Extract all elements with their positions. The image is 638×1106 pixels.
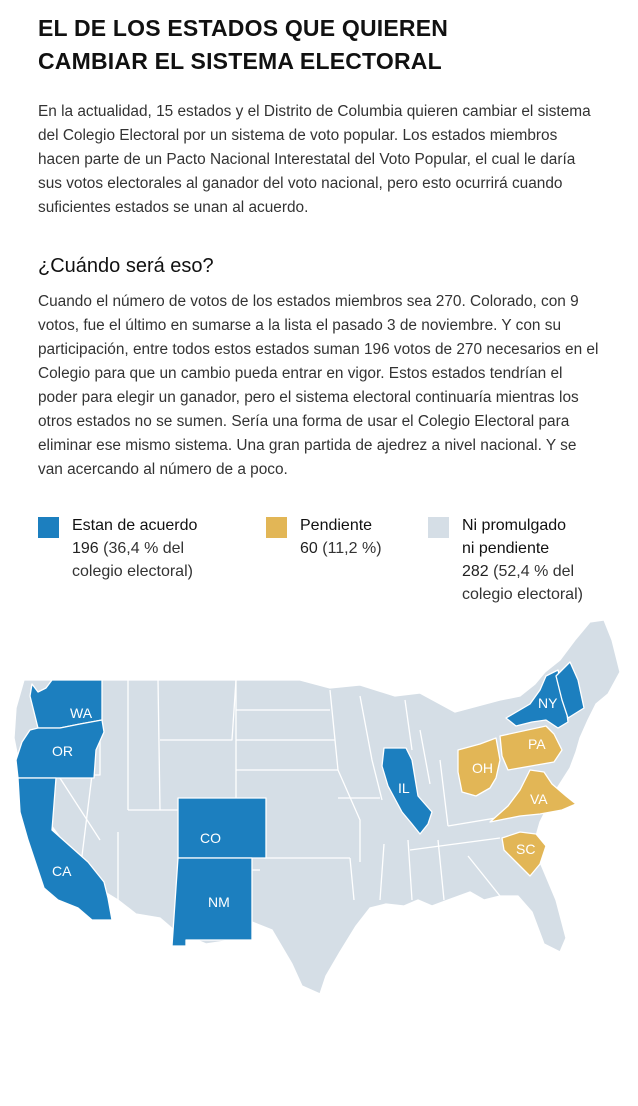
page-title: EL DE LOS ESTADOS QUE QUIEREN CAMBIAR EL… xyxy=(38,12,608,78)
state-sc xyxy=(501,831,547,877)
legend-detail2-agree: colegio electoral) xyxy=(72,563,193,580)
label-co: CO xyxy=(200,830,221,846)
label-ny: NY xyxy=(538,695,558,711)
legend-text-pending: Pendiente 60 (11,2 %) xyxy=(300,514,382,560)
intro-paragraph: En la actualidad, 15 estados y el Distri… xyxy=(38,103,591,216)
label-va: VA xyxy=(530,791,548,807)
title-line-1: EL DE LOS ESTADOS QUE QUIEREN xyxy=(38,15,449,41)
state-pa xyxy=(499,725,563,771)
state-va xyxy=(489,769,577,823)
legend-number-pending: 60 xyxy=(300,540,318,557)
legend-label-none: Ni promulgado xyxy=(462,517,567,534)
title-line-2: CAMBIAR EL SISTEMA ELECTORAL xyxy=(38,48,442,74)
legend-detail-agree: (36,4 % del xyxy=(98,540,185,557)
state-ca xyxy=(17,777,113,921)
legend-detail2-none: colegio electoral) xyxy=(462,586,583,603)
subheading: ¿Cuándo será eso? xyxy=(38,255,214,277)
legend-number-agree: 196 xyxy=(72,540,99,557)
legend-label2-none: ni pendiente xyxy=(462,540,550,557)
state-nm xyxy=(171,857,253,947)
legend-swatch-none xyxy=(428,517,449,538)
legend-swatch-agree xyxy=(38,517,59,538)
us-states-map: WA OR CA CO NM IL NY PA OH VA SC xyxy=(13,619,621,995)
label-or: OR xyxy=(52,743,73,759)
legend-swatch-pending xyxy=(266,517,287,538)
label-ca: CA xyxy=(52,863,72,879)
state-oh xyxy=(457,737,501,797)
legend-number-none: 282 xyxy=(462,563,489,580)
label-oh: OH xyxy=(472,760,493,776)
label-sc: SC xyxy=(516,841,535,857)
legend-text-none: Ni promulgado ni pendiente 282 (52,4 % d… xyxy=(462,514,583,606)
legend-label-agree: Estan de acuerdo xyxy=(72,517,198,534)
state-or xyxy=(15,719,105,779)
label-pa: PA xyxy=(528,736,546,752)
state-co xyxy=(177,797,267,859)
map-landmass xyxy=(13,619,621,995)
body-paragraph: Cuando el número de votos de los estados… xyxy=(38,293,599,478)
legend-label-pending: Pendiente xyxy=(300,517,373,534)
label-il: IL xyxy=(398,780,410,796)
map-legend: Estan de acuerdo 196 (36,4 % del colegio… xyxy=(38,514,608,614)
state-vt-nh-ma xyxy=(555,661,585,719)
label-wa: WA xyxy=(70,705,93,721)
state-boundaries xyxy=(57,679,521,901)
label-nm: NM xyxy=(208,894,230,910)
state-il xyxy=(381,747,433,835)
legend-detail-none: (52,4 % del xyxy=(488,563,575,580)
legend-detail-pending: (11,2 %) xyxy=(317,540,382,557)
legend-text-agree: Estan de acuerdo 196 (36,4 % del colegio… xyxy=(72,514,197,583)
